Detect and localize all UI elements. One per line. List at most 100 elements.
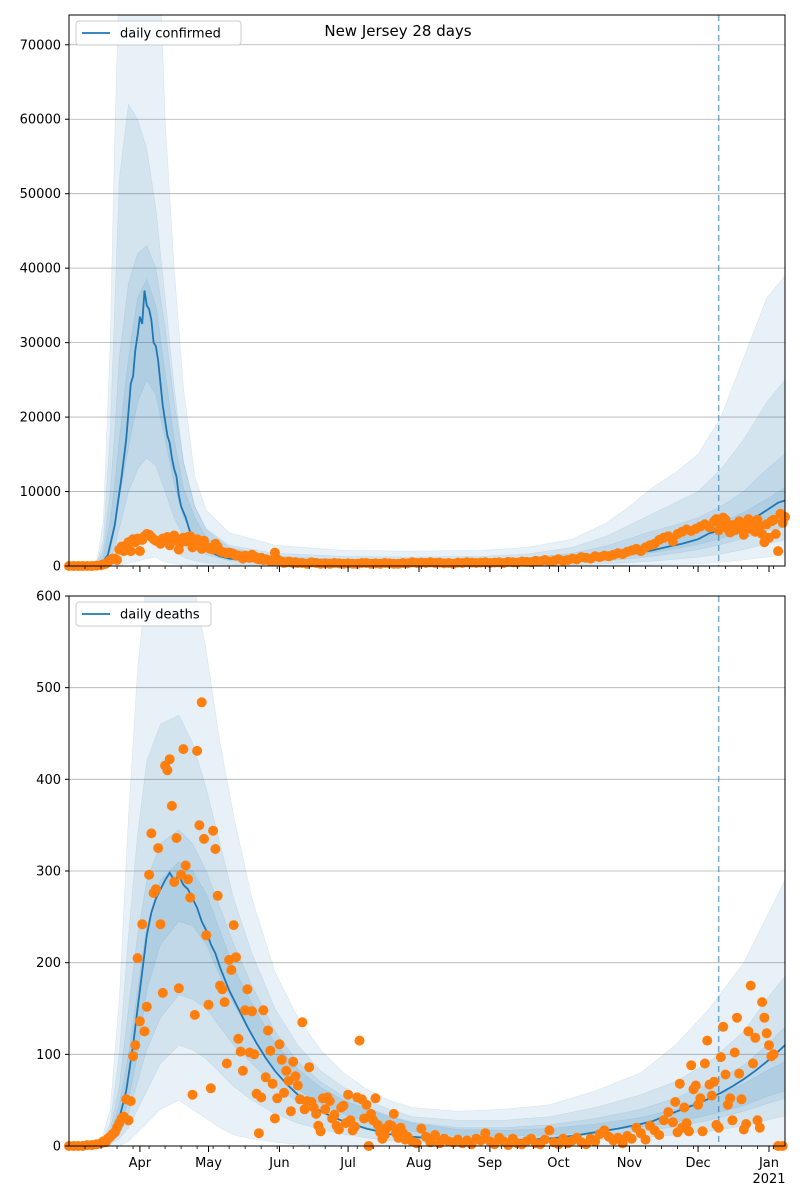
observed-point [265, 1045, 276, 1056]
observed-point [292, 1080, 303, 1091]
observed-point [679, 1102, 690, 1113]
observed-point [681, 1118, 692, 1129]
observed-point [727, 1115, 738, 1126]
observed-point [299, 1104, 310, 1115]
y-tick-label: 60000 [20, 113, 61, 128]
observed-point [185, 892, 196, 903]
x-tick-label: Jun [268, 1156, 289, 1171]
observed-point [718, 1021, 729, 1032]
observed-point [370, 1093, 381, 1104]
observed-point [274, 1039, 285, 1050]
observed-point [757, 997, 768, 1008]
legend: daily confirmed [75, 20, 242, 46]
observed-point [354, 1035, 365, 1046]
observed-point [690, 1080, 701, 1091]
observed-point [743, 1026, 754, 1037]
observed-point [320, 1104, 331, 1115]
observed-point [709, 1076, 720, 1087]
y-tick-label: 600 [36, 590, 61, 605]
observed-point [288, 1056, 299, 1067]
observed-point [670, 1097, 681, 1107]
observed-point [654, 1130, 665, 1140]
observed-point [203, 999, 214, 1010]
x-tick-label: Aug [406, 1156, 431, 1171]
observed-point [146, 828, 157, 839]
observed-point [144, 869, 155, 880]
confirmed-panel: 0 10000 20000 30000 40000 50000 60000 70000 dail… [20, 14, 790, 575]
observed-point [247, 1006, 257, 1017]
observed-point [343, 1089, 354, 1100]
observed-point [338, 1100, 349, 1111]
observed-point [279, 1087, 289, 1098]
y-tick-label: 500 [36, 681, 61, 696]
x-tick-label: Apr [129, 1156, 152, 1171]
observed-point [475, 1135, 486, 1146]
figure-title: New Jersey 28 days [324, 22, 471, 40]
observed-point [267, 1078, 278, 1089]
observed-point [304, 1062, 315, 1073]
observed-point [189, 1009, 200, 1020]
observed-point [263, 1025, 273, 1036]
observed-point [626, 1133, 637, 1144]
y-tick-label: 300 [36, 865, 61, 880]
observed-point [732, 1012, 742, 1023]
observed-point [260, 1072, 271, 1083]
model-line [69, 290, 785, 566]
observed-point [425, 1137, 436, 1148]
observed-point [713, 525, 724, 536]
observed-point [210, 844, 221, 854]
observed-point [748, 1058, 758, 1069]
observed-point [155, 919, 166, 930]
observed-point [269, 1113, 280, 1124]
observed-point [544, 1125, 555, 1136]
y-tick-label: 10000 [20, 485, 61, 500]
legend-box [75, 20, 242, 46]
observed-point [702, 1035, 713, 1046]
observed-point [539, 1134, 550, 1145]
axes-frame [68, 14, 786, 567]
observed-point [150, 884, 161, 895]
y-tick-label: 400 [36, 773, 61, 788]
observed-point [231, 952, 241, 963]
observed-point [736, 1094, 747, 1105]
observed-point [725, 1093, 736, 1104]
observed-point [130, 1040, 141, 1051]
observed-point [411, 1138, 422, 1149]
observed-point [256, 1092, 267, 1103]
observed-point [430, 1130, 440, 1140]
observed-point [258, 1005, 269, 1016]
observed-point [217, 984, 228, 995]
y-tick-label: 40000 [20, 262, 61, 277]
observed-point [169, 877, 180, 887]
y-tick-label: 50000 [20, 187, 61, 202]
observed-point [738, 529, 749, 540]
observed-point [768, 1049, 779, 1060]
observed-point [759, 1012, 770, 1023]
legend-label: daily confirmed [120, 27, 221, 42]
observed-point [720, 1069, 731, 1080]
observed-point [164, 754, 175, 765]
observed-point [770, 529, 781, 539]
legend: daily deaths [75, 601, 212, 627]
uncertainty-band-4 [69, 278, 785, 566]
observed-point [311, 1108, 322, 1119]
uncertainty-band-4 [69, 861, 785, 1146]
uncertainty-band-3 [69, 245, 785, 566]
observed-point [183, 874, 193, 885]
observed-point [194, 820, 205, 831]
observed-point [132, 953, 143, 964]
observed-point [416, 1123, 427, 1134]
legend-label: daily deaths [120, 608, 200, 623]
observed-point [750, 1032, 761, 1043]
observed-point [221, 1058, 232, 1069]
observed-point [162, 765, 173, 776]
observed-point [123, 1115, 134, 1126]
observed-point [658, 1115, 669, 1126]
y-tick-label: 20000 [20, 411, 61, 426]
observed-point [388, 1108, 399, 1119]
observed-point [686, 1060, 697, 1071]
observed-point [272, 1093, 283, 1104]
observed-point [386, 1120, 397, 1131]
observed-point [192, 745, 203, 756]
